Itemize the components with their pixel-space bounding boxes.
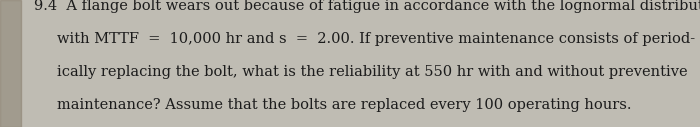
Text: maintenance? Assume that the bolts are replaced every 100 operating hours.: maintenance? Assume that the bolts are r… <box>57 98 632 112</box>
Text: 9.4  A flange bolt wears out because of fatigue in accordance with the lognormal: 9.4 A flange bolt wears out because of f… <box>34 0 700 13</box>
Bar <box>0 0 21 127</box>
Text: with MTTF  =  10,000 hr and s  =  2.00. If preventive maintenance consists of pe: with MTTF = 10,000 hr and s = 2.00. If p… <box>57 32 696 46</box>
Text: ically replacing the bolt, what is the reliability at 550 hr with and without pr: ically replacing the bolt, what is the r… <box>57 65 688 79</box>
